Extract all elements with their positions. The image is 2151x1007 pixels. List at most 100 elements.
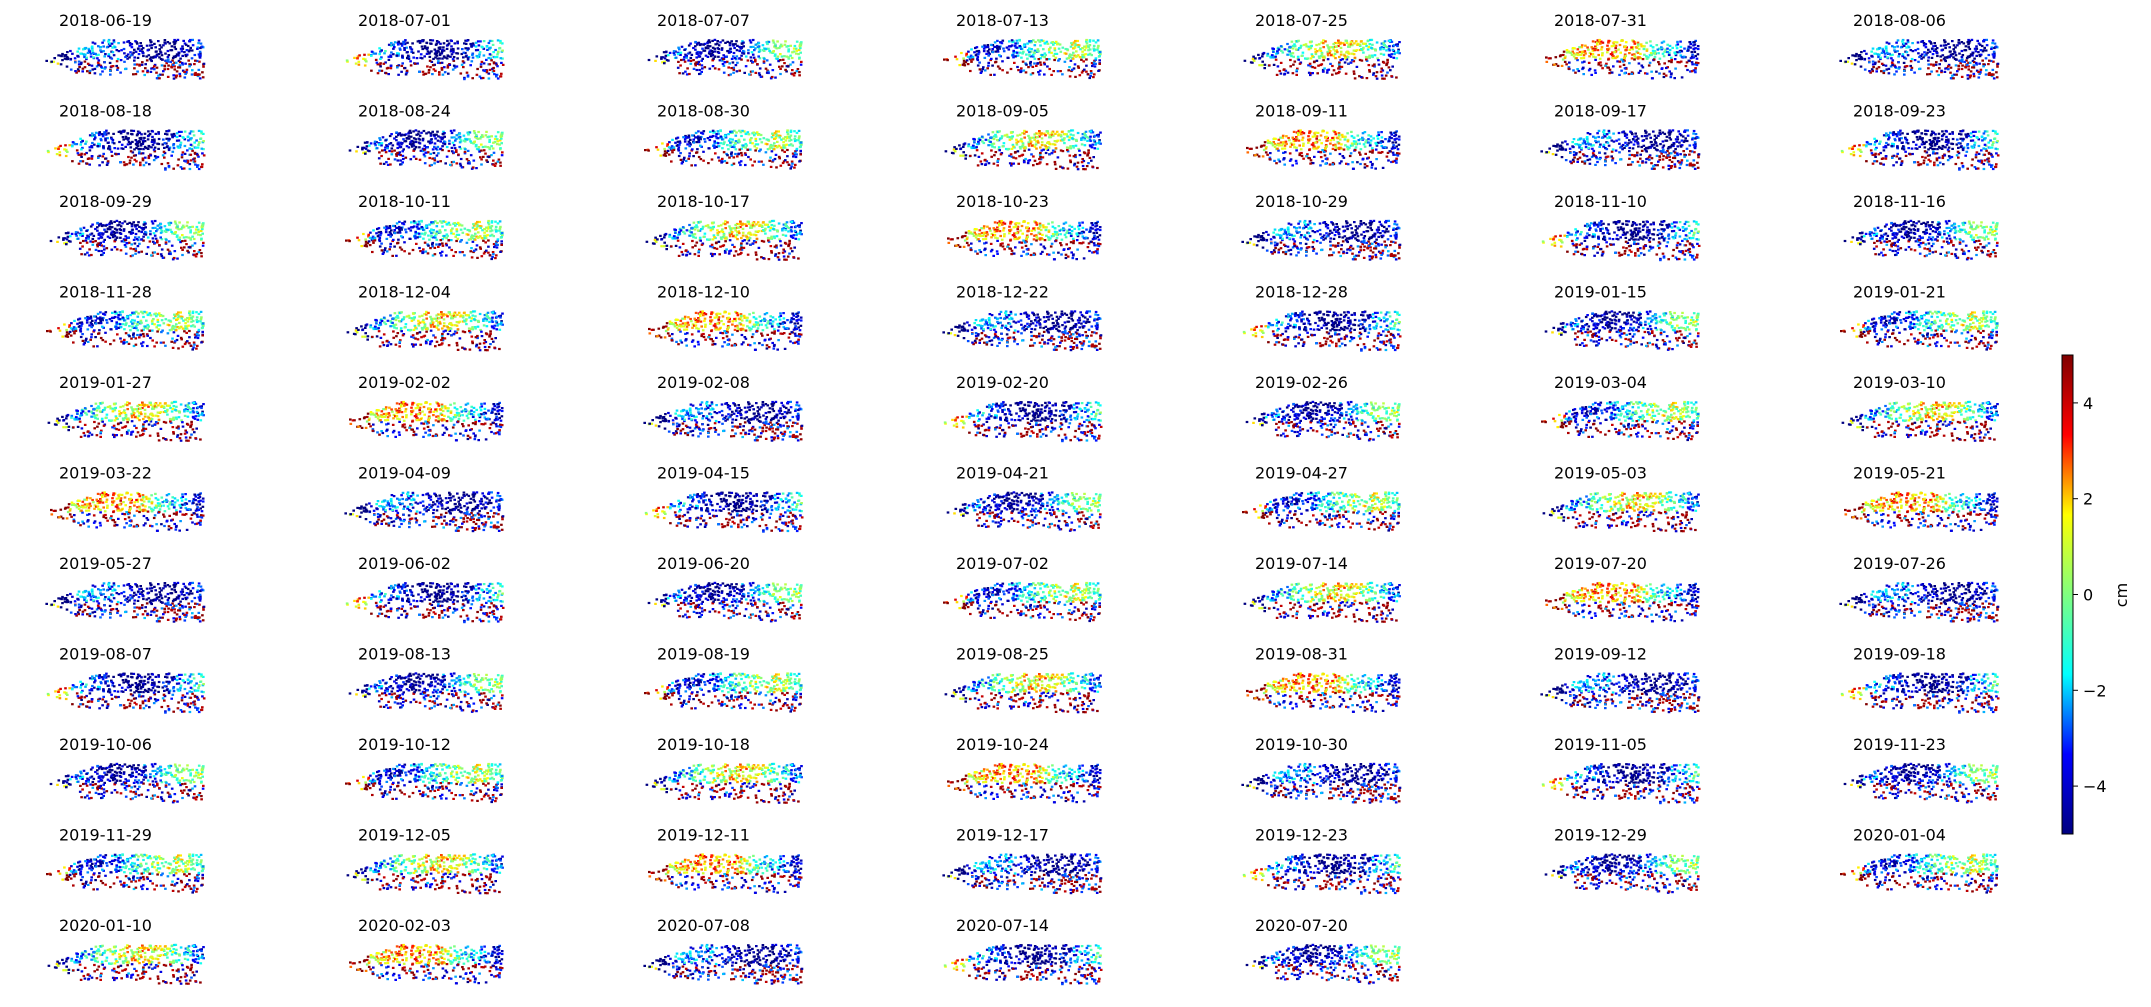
colorbar-tick-label: −4 [2083,777,2107,796]
displacement-map [1541,400,1700,442]
displacement-map [1843,219,1999,261]
panel-title: 2019-05-21 [1853,464,1946,483]
panel-title: 2019-05-03 [1554,464,1647,483]
panel-title: 2019-08-31 [1255,645,1348,664]
panel-title: 2019-03-22 [59,464,152,483]
panel-title: 2019-03-10 [1853,373,1946,392]
panel-title: 2020-07-20 [1255,916,1348,935]
displacement-map [345,219,504,261]
displacement-map [947,762,1102,804]
displacement-map [942,853,1103,895]
displacement-map [46,853,205,894]
colorbar-tick-label: −2 [2083,681,2107,700]
panel-title: 2018-09-17 [1554,102,1647,121]
displacement-map [1542,491,1700,533]
displacement-map [1245,943,1401,985]
displacement-map [49,762,205,804]
displacement-map [50,491,205,532]
displacement-map [1844,491,1999,532]
panel-title: 2019-12-11 [657,826,750,845]
displacement-map [645,219,803,261]
panel-title: 2019-10-24 [956,735,1049,754]
displacement-map [643,400,804,442]
panel-title: 2019-04-09 [358,464,451,483]
panel-title: 2019-02-08 [657,373,750,392]
displacement-map [1541,220,1701,262]
panel-title: 2019-02-20 [956,373,1049,392]
panel-title: 2020-01-04 [1853,826,1946,845]
panel-title: 2020-07-14 [956,916,1049,935]
displacement-map [349,400,504,442]
colorbar-tick-label: 0 [2083,586,2093,605]
panel-title: 2019-01-27 [59,373,152,392]
panel-title: 2019-01-15 [1554,283,1647,302]
panel-title: 2018-09-11 [1255,102,1348,121]
panel-title: 2019-04-21 [956,464,1049,483]
panel-title: 2019-02-02 [358,373,451,392]
displacement-map [346,853,504,895]
panel-title: 2018-09-29 [59,192,152,211]
displacement-map [1545,38,1700,80]
panel-title: 2018-09-23 [1853,102,1946,121]
panel-title: 2019-11-29 [59,826,152,845]
displacement-map [45,581,206,623]
displacement-map [1840,853,1999,894]
panel-title: 2018-07-01 [358,11,451,30]
displacement-map [648,853,803,894]
displacement-map [346,310,504,352]
panel-title: 2019-10-06 [59,735,152,754]
displacement-map [348,129,504,170]
panel-title: 2018-08-30 [657,102,750,121]
panel-title: 2018-10-17 [657,192,750,211]
colorbar-tick-label: 2 [2083,490,2093,509]
displacement-map [1840,129,2000,171]
displacement-map [1242,310,1402,352]
panel-title: 2019-05-27 [59,554,152,573]
displacement-map [348,672,504,713]
displacement-map [946,491,1102,532]
displacement-map [345,762,504,804]
panel-title: 2018-12-04 [358,283,451,302]
displacement-map [349,943,504,985]
panel-title: 2018-12-22 [956,283,1049,302]
displacement-map [1242,491,1401,532]
displacement-map [1246,129,1401,170]
colorbar [2061,354,2074,835]
panel-title: 2018-07-07 [657,11,750,30]
displacement-map [647,38,803,80]
panel-title: 2019-02-26 [1255,373,1348,392]
panel-title: 2018-12-10 [657,283,750,302]
panel-title: 2018-10-23 [956,192,1049,211]
displacement-map [1241,762,1402,804]
panel-title: 2019-08-19 [657,645,750,664]
displacement-map [345,39,505,81]
displacement-map [1242,853,1402,895]
displacement-map [47,400,205,442]
displacement-map [1840,672,2000,714]
displacement-map [944,129,1102,171]
displacement-map [1540,129,1701,171]
displacement-map [1841,400,1999,442]
displacement-map [648,310,803,351]
colorbar-label: cm [2112,583,2131,607]
displacement-map [1839,581,2000,623]
panel-title: 2018-11-28 [59,283,152,302]
panel-title: 2018-07-31 [1554,11,1647,30]
displacement-map [644,672,803,713]
displacement-map [1245,400,1401,442]
displacement-map [1243,38,1401,80]
displacement-map [1541,763,1701,805]
displacement-map [643,943,804,985]
displacement-map [344,491,505,533]
displacement-map [1839,38,2000,80]
panel-title: 2019-09-12 [1554,645,1647,664]
panel-title: 2019-10-18 [657,735,750,754]
panel-title: 2019-03-04 [1554,373,1647,392]
panel-title: 2019-09-18 [1853,645,1946,664]
displacement-map [947,219,1102,261]
panel-title: 2018-10-11 [358,192,451,211]
displacement-map [1241,219,1402,261]
displacement-map [46,672,206,714]
displacement-map [1544,310,1700,351]
displacement-map [1840,310,1999,351]
